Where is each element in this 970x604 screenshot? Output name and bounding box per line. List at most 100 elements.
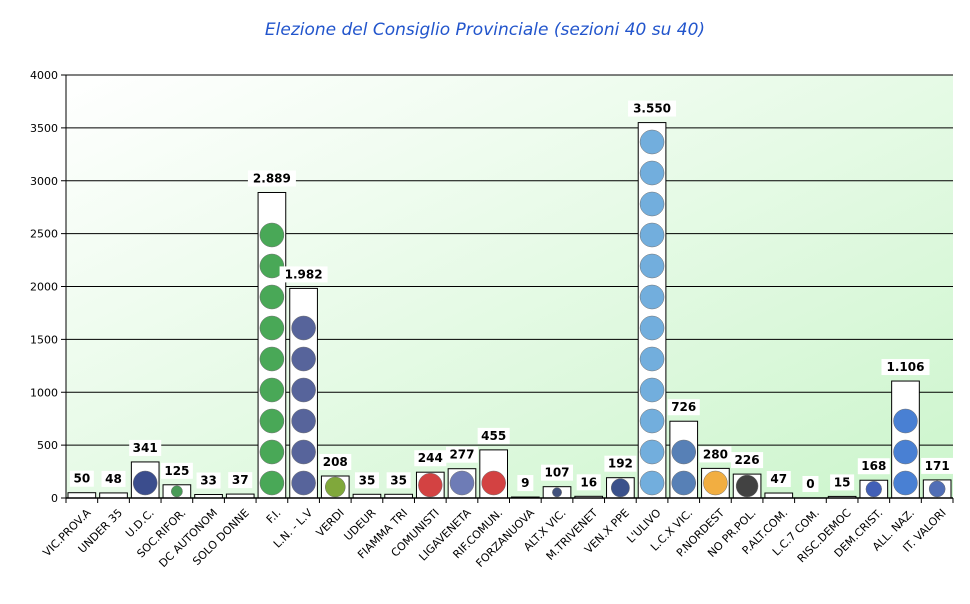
- bar: [99, 492, 128, 499]
- party-logo-icon: [291, 315, 316, 341]
- data-label-box: [129, 439, 162, 456]
- x-tick-label: SOLO DONNE: [190, 506, 252, 568]
- party-logo-icon: [259, 284, 285, 310]
- party-logo-icon: [893, 470, 918, 496]
- party-logo-icon: [639, 346, 665, 372]
- data-label: 48: [105, 472, 122, 486]
- data-label: 1.982: [285, 267, 323, 281]
- party-logo-icon: [259, 222, 285, 248]
- data-label-box: [628, 100, 677, 117]
- party-logo-icon: [481, 470, 506, 496]
- data-label: 0: [806, 477, 814, 491]
- party-logo-icon: [259, 253, 285, 279]
- party-logo-icon: [291, 346, 316, 372]
- data-label-box: [667, 399, 700, 416]
- data-label: 107: [544, 466, 569, 480]
- data-label-box: [921, 457, 954, 474]
- data-label: 37: [232, 473, 249, 487]
- data-label: 226: [735, 453, 760, 467]
- party-logo-icon: [418, 472, 443, 498]
- data-label-box: [414, 450, 447, 467]
- data-label-box: [247, 170, 296, 187]
- party-logo-icon: [639, 284, 665, 310]
- data-label: 35: [359, 473, 376, 487]
- party-logo-icon: [259, 470, 285, 496]
- party-logo-icon: [639, 129, 665, 155]
- y-tick-label: 1500: [30, 333, 58, 346]
- data-label: 171: [925, 459, 950, 473]
- data-label-box: [445, 446, 478, 463]
- y-tick-label: 2000: [30, 281, 58, 294]
- party-logo-icon: [259, 346, 285, 372]
- y-tick-label: 3500: [30, 122, 58, 135]
- party-logo-icon: [639, 470, 665, 496]
- y-tick-label: 0: [51, 492, 58, 505]
- party-logo-icon: [171, 485, 183, 498]
- party-logo-icon: [703, 470, 728, 496]
- data-label-box: [477, 427, 510, 444]
- party-logo-icon: [639, 191, 665, 217]
- party-logo-icon: [639, 315, 665, 341]
- data-label: 35: [390, 473, 407, 487]
- data-label: 168: [861, 459, 886, 473]
- data-label-box: [279, 266, 328, 283]
- data-label-box: [69, 470, 94, 487]
- data-label-box: [576, 474, 601, 491]
- data-label-box: [319, 454, 352, 471]
- data-label: 208: [323, 455, 348, 469]
- data-label-box: [604, 455, 637, 472]
- data-label-box: [802, 476, 819, 492]
- data-label: 192: [608, 457, 633, 471]
- data-label: 3.550: [633, 102, 671, 116]
- data-label: 277: [449, 448, 474, 462]
- data-label-box: [766, 471, 791, 488]
- data-label: 244: [418, 451, 443, 465]
- party-logo-icon: [259, 439, 285, 465]
- data-label: 15: [834, 475, 851, 489]
- y-tick-label: 4000: [30, 69, 58, 82]
- chart-title: Elezione del Consiglio Provinciale (sezi…: [264, 20, 706, 40]
- party-logo-icon: [639, 439, 665, 465]
- party-logo-icon: [325, 476, 346, 498]
- party-logo-icon: [893, 408, 918, 434]
- data-label: 47: [770, 472, 787, 486]
- party-logo-icon: [610, 478, 630, 498]
- data-label: 9: [521, 476, 529, 490]
- data-label: 341: [133, 441, 158, 455]
- party-logo-icon: [132, 470, 158, 496]
- party-logo-icon: [671, 470, 696, 496]
- party-logo-icon: [259, 315, 285, 341]
- party-logo-icon: [639, 377, 665, 403]
- data-label-box: [541, 464, 574, 481]
- party-logo-icon: [259, 377, 285, 403]
- party-logo-icon: [259, 408, 285, 434]
- y-tick-label: 500: [37, 439, 58, 452]
- party-logo-icon: [671, 439, 696, 465]
- party-logo-icon: [735, 474, 759, 498]
- bar: [67, 492, 97, 499]
- party-logo-icon: [291, 408, 316, 434]
- party-logo-icon: [639, 160, 665, 186]
- data-label-box: [857, 458, 890, 475]
- party-logo-icon: [291, 470, 316, 496]
- data-label: 33: [200, 474, 217, 488]
- data-label-box: [881, 359, 930, 376]
- data-label: 1.106: [886, 360, 924, 374]
- data-label-box: [517, 475, 534, 492]
- party-logo-icon: [291, 439, 316, 465]
- data-label-box: [699, 446, 732, 463]
- data-label-box: [101, 470, 126, 487]
- data-label: 280: [703, 447, 728, 461]
- data-label-box: [731, 452, 764, 469]
- party-logo-icon: [639, 408, 665, 434]
- data-label-box: [160, 462, 193, 479]
- y-tick-label: 3000: [30, 175, 58, 188]
- y-tick-label: 2500: [30, 228, 58, 241]
- party-logo-icon: [893, 439, 918, 465]
- data-label: 455: [481, 429, 506, 443]
- data-label: 726: [671, 400, 696, 414]
- party-logo-icon: [639, 222, 665, 248]
- party-logo-icon: [928, 480, 946, 498]
